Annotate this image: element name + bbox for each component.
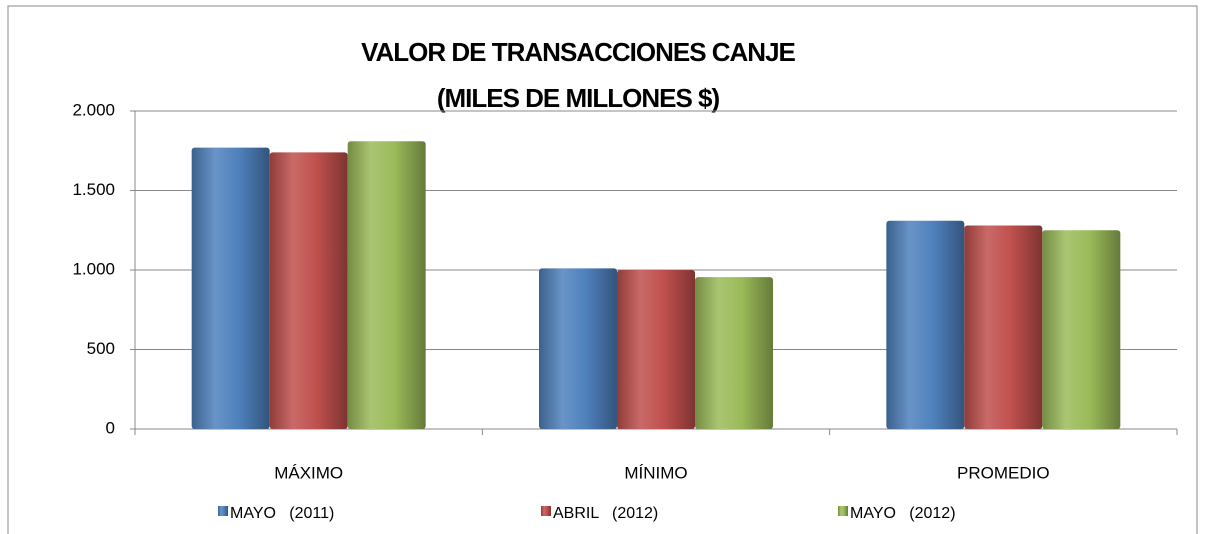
- bar: [269, 152, 348, 429]
- legend-label: MAYO (2012): [850, 505, 956, 522]
- bar: [191, 147, 270, 429]
- chart-title: (MILES DE MILLONES $): [437, 83, 720, 113]
- y-tick-label: 1.000: [72, 259, 115, 278]
- bar: [617, 270, 695, 429]
- bar: [1042, 230, 1121, 429]
- legend-label: MAYO (2011): [230, 505, 334, 522]
- y-tick-label: 2.000: [72, 100, 115, 119]
- y-tick-label: 0: [106, 418, 115, 437]
- y-tick-label: 1.500: [72, 180, 115, 199]
- legend-swatch: [541, 506, 551, 516]
- x-tick-label: MÁXIMO: [274, 463, 343, 482]
- x-tick-label: PROMEDIO: [957, 463, 1050, 482]
- bar: [695, 277, 773, 429]
- x-tick-label: MÍNIMO: [624, 463, 687, 482]
- bar: [539, 268, 617, 429]
- chart-title: VALOR DE TRANSACCIONES CANJE: [361, 37, 795, 67]
- bar: [347, 141, 426, 429]
- bar: [886, 220, 965, 429]
- y-tick-label: 500: [87, 339, 115, 358]
- legend-swatch: [838, 506, 848, 516]
- legend-swatch: [218, 506, 228, 516]
- bar: [964, 225, 1043, 429]
- legend-label: ABRIL (2012): [553, 505, 658, 522]
